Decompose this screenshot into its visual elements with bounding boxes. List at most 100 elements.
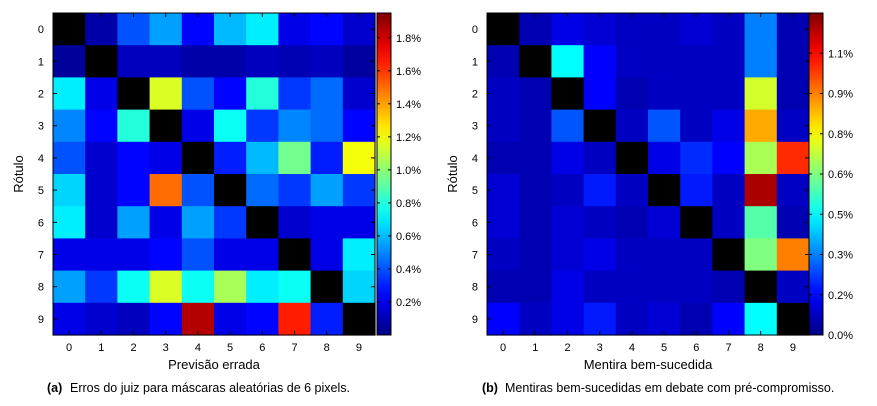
heatmap-cell (117, 77, 151, 111)
heatmap-cell (487, 238, 520, 272)
y-tick-label: 8 (472, 282, 478, 294)
colorbar-tick-label: 0.3% (828, 250, 853, 262)
heatmap-cell (310, 302, 344, 336)
x-tick-label: 6 (693, 342, 699, 354)
heatmap-cell (776, 77, 810, 111)
heatmap-cell (487, 45, 520, 78)
heatmap-cell (214, 141, 247, 175)
heatmap-cell (214, 206, 247, 239)
heatmap-cell (648, 238, 681, 272)
heatmap-cell (53, 174, 86, 207)
caption-a-label: (a) (47, 381, 62, 395)
heatmap-cell (246, 13, 279, 46)
heatmap-cell (85, 77, 118, 111)
heatmap-cell (487, 77, 520, 111)
heatmap-cell (181, 77, 215, 111)
heatmap-cell (551, 270, 585, 304)
x-tick-label: 1 (98, 342, 104, 354)
heatmap-cell (680, 13, 713, 46)
heatmap-cell (615, 13, 649, 46)
heatmap-cell (519, 270, 552, 304)
caption-a-text: Erros do juiz para máscaras aleatórias d… (70, 381, 350, 395)
heatmap-cell (342, 302, 376, 336)
colorbar-tick-label: 0.6% (396, 231, 421, 243)
heatmap-cell (519, 141, 552, 175)
y-tick-label: 6 (38, 217, 44, 229)
heatmap-cell (310, 13, 344, 46)
heatmap-cell (181, 109, 215, 143)
x-tick-label: 7 (725, 342, 731, 354)
heatmap-cell (551, 77, 585, 111)
y-tick-label: 7 (38, 250, 44, 262)
heatmap-cell (278, 206, 312, 239)
colorbar-tick-label: 0.8% (828, 129, 853, 141)
colorbar-tick-label: 0.6% (828, 169, 853, 181)
heatmap-cell (551, 174, 585, 207)
heatmap-cell (551, 109, 585, 143)
heatmap-cell (214, 109, 247, 143)
heatmap-cell (583, 45, 617, 78)
y-tick-label: 6 (472, 217, 478, 229)
heatmap-cell (519, 45, 552, 78)
heatmap-cell (712, 109, 746, 143)
heatmap-cell (680, 174, 713, 207)
heatmap-cell (519, 174, 552, 207)
heatmap-cell (53, 141, 86, 175)
heatmap-cell (85, 174, 118, 207)
heatmap-cell (214, 45, 247, 78)
heatmap-cell (487, 109, 520, 143)
heatmap-cell (776, 302, 810, 336)
heatmap-cell (181, 238, 215, 272)
heatmap-cell (615, 141, 649, 175)
y-tick-label: 8 (38, 282, 44, 294)
heatmap-cell (149, 206, 183, 239)
heatmap-cell (278, 45, 312, 78)
colorbar-tick-label: 1.1% (828, 48, 853, 60)
x-tick-label: 2 (130, 342, 136, 354)
heatmap-cell (712, 13, 746, 46)
heatmap-cell (117, 45, 151, 78)
y-tick-label: 1 (38, 56, 44, 68)
heatmap-cell (149, 174, 183, 207)
heatmap-cell (246, 302, 279, 336)
heatmap-cell (53, 206, 86, 239)
heatmap-cell (214, 302, 247, 336)
heatmap-cell (680, 270, 713, 304)
heatmap-cell (648, 206, 681, 239)
heatmap-cell (181, 174, 215, 207)
heatmap-cell (744, 270, 778, 304)
heatmap-cell (310, 174, 344, 207)
heatmap-cell (519, 206, 552, 239)
heatmap-cell (487, 141, 520, 175)
heatmap-cell (487, 174, 520, 207)
heatmap-cell (117, 238, 151, 272)
colorbar (376, 12, 392, 336)
heatmap-cell (519, 302, 552, 336)
panel-a: 0 1 2 3 4 5 6 7 8 9 0 1 2 3 4 5 6 7 8 9 Previsão errada Rótul… (11, 12, 421, 372)
heatmap-cell (246, 206, 279, 239)
heatmap-cell (519, 238, 552, 272)
y-tick-label: 5 (38, 185, 44, 197)
heatmap-cell (214, 174, 247, 207)
heatmap-cell (776, 270, 810, 304)
heatmap-cell (487, 270, 520, 304)
y-tick-label: 2 (472, 89, 478, 101)
heatmap-cell (583, 174, 617, 207)
y-tick-label: 2 (38, 89, 44, 101)
heatmap-cell (744, 109, 778, 143)
heatmap-cell (342, 238, 376, 272)
heatmap-cell (181, 206, 215, 239)
heatmap-cell (744, 174, 778, 207)
heatmap-cell (744, 13, 778, 46)
heatmap-cell (85, 206, 118, 239)
x-tick-label: 3 (163, 342, 169, 354)
x-axis-label: Mentira bem-sucedida (584, 357, 713, 372)
caption-b-label: (b) (482, 381, 498, 395)
heatmap-cell (648, 13, 681, 46)
heatmap-cell (776, 45, 810, 78)
heatmap-cell (712, 238, 746, 272)
heatmap-cell (149, 13, 183, 46)
y-tick-label: 0 (472, 24, 478, 36)
colorbar-tick-label: 1.0% (396, 165, 421, 177)
